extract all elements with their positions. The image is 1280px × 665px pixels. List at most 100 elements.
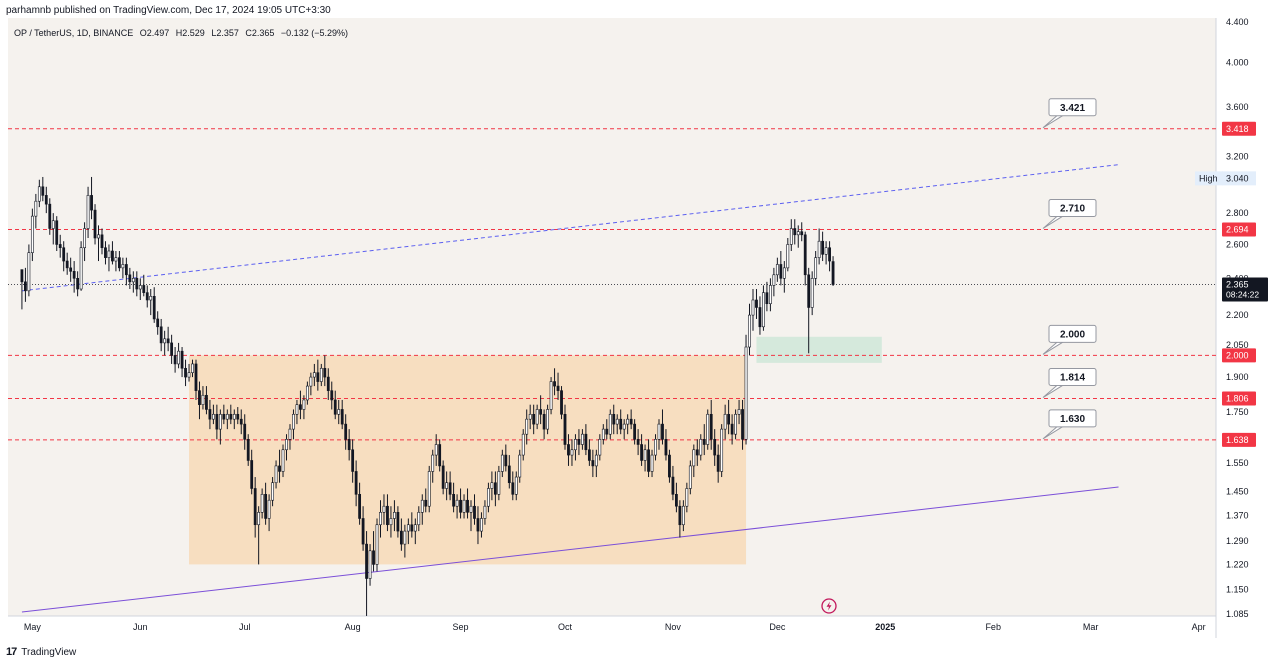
candle (337, 399, 341, 425)
time-tick-label: Jun (133, 622, 148, 632)
candle (420, 494, 424, 525)
tradingview-logo-icon: 17 (6, 646, 17, 658)
candle (605, 419, 609, 440)
candle-body (500, 454, 504, 472)
callout-box[interactable] (1048, 98, 1097, 117)
candle-body (44, 195, 48, 205)
candle-body (229, 413, 233, 420)
candle (44, 186, 48, 214)
candle (180, 347, 184, 378)
callout-box[interactable] (1048, 198, 1097, 217)
candle-body (34, 200, 38, 217)
candle-body (159, 326, 163, 344)
candle (239, 409, 243, 435)
candle (688, 460, 692, 495)
candle (299, 390, 302, 420)
candle (549, 377, 553, 415)
candle-body (695, 449, 699, 456)
candle (466, 488, 469, 519)
candle-body (598, 439, 602, 456)
candle-body (459, 499, 462, 513)
candle-body (782, 267, 786, 279)
candle-body (476, 518, 480, 532)
candle (668, 449, 671, 483)
candle-body (368, 550, 372, 579)
candle (344, 414, 348, 450)
candle-body (288, 428, 292, 440)
price-tick-label: 1.550 (1226, 458, 1249, 468)
candle (51, 213, 55, 245)
price-chart[interactable]: 3.421 2.710 2.000 1.814 1.630 4.400 4.000 3.60… (0, 0, 1280, 640)
candle-body (622, 423, 626, 430)
upper-trendline[interactable] (21, 164, 1119, 292)
price-axis-background[interactable] (1216, 18, 1280, 616)
candle (793, 219, 797, 245)
candle-body (365, 543, 368, 579)
candle (514, 471, 518, 501)
ohlc-open: O2.497 (140, 28, 170, 38)
candle (107, 244, 111, 272)
candle-body (30, 215, 34, 253)
lightning-icon[interactable] (821, 598, 837, 614)
candle-body (487, 488, 490, 507)
candle (97, 225, 100, 262)
candle-body (166, 338, 170, 344)
candle-body (692, 449, 696, 467)
price-tick-label: 1.290 (1226, 536, 1249, 546)
candle-body (803, 234, 807, 276)
candle-body (675, 494, 678, 507)
candle (521, 429, 525, 461)
candle (410, 512, 414, 538)
candle (720, 424, 724, 478)
demand-zone-box[interactable] (756, 336, 882, 363)
candle-body (225, 413, 229, 420)
candle (375, 518, 379, 572)
candle-body (560, 390, 563, 415)
candle-body (427, 471, 431, 507)
consolidation-range-box[interactable] (189, 355, 747, 565)
candle (751, 289, 755, 331)
candle (218, 409, 222, 445)
time-tick-label: Oct (558, 622, 573, 632)
price-tick-label: 3.200 (1226, 152, 1249, 162)
candle (424, 488, 428, 513)
candle (814, 251, 818, 286)
callout-box[interactable] (1048, 324, 1097, 343)
candle-body (612, 413, 616, 425)
candle (215, 404, 219, 440)
candle-body (668, 454, 671, 478)
candle (131, 271, 135, 293)
candle-body (807, 274, 811, 308)
candle-body (647, 449, 650, 472)
candle-body (504, 454, 508, 467)
candle-body (748, 314, 751, 348)
candle (775, 257, 779, 282)
price-tick-label: 1.085 (1226, 609, 1249, 619)
candle (608, 409, 612, 440)
lower-trendline[interactable] (21, 486, 1119, 613)
candle (542, 409, 546, 440)
candle-body (462, 499, 466, 513)
callout-box[interactable] (1048, 368, 1097, 387)
candle (643, 444, 647, 472)
callout-price-label: 1.814 (1060, 373, 1085, 384)
candle-body (372, 550, 375, 565)
candle-body (775, 264, 779, 276)
candle (678, 500, 682, 538)
candle-body (473, 505, 476, 519)
candle-body (730, 423, 734, 435)
candle-body (681, 505, 685, 526)
callout-box[interactable] (1048, 409, 1097, 428)
candle-body (556, 385, 560, 391)
candle-body (333, 399, 337, 415)
candle-body (319, 367, 323, 382)
candle (640, 434, 643, 466)
callout-pointer (1042, 114, 1065, 129)
candle-body (431, 454, 435, 472)
candle-body (83, 228, 86, 249)
candle-body (100, 234, 104, 249)
candle (76, 271, 80, 297)
level-price-tag (1222, 432, 1256, 447)
level-price-tag (1222, 391, 1256, 406)
candle-body (553, 381, 556, 387)
